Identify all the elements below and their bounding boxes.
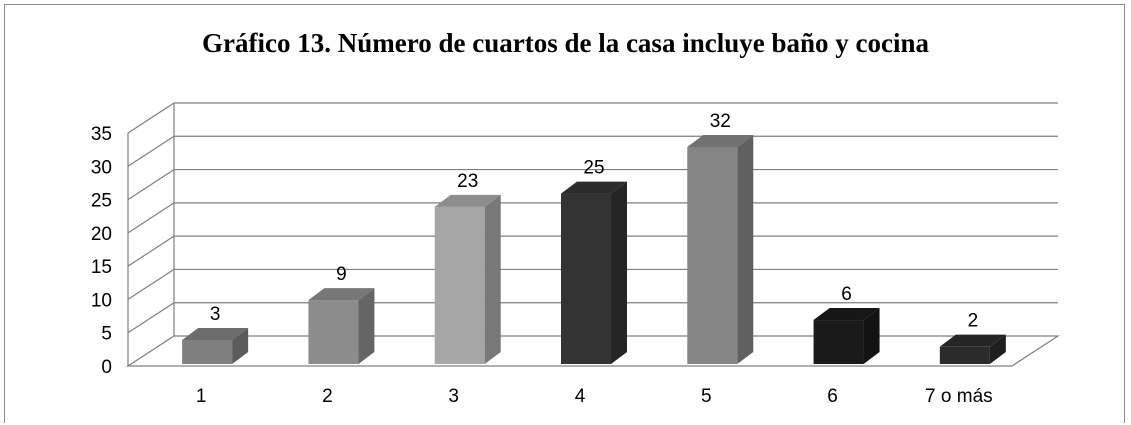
bar — [687, 134, 754, 364]
bar-front — [434, 206, 485, 364]
data-label: 2 — [968, 311, 979, 332]
bar — [813, 308, 880, 364]
bar-top — [813, 308, 880, 321]
bar-front — [308, 300, 359, 364]
chart-floor — [125, 335, 1061, 367]
bar-top — [434, 194, 501, 207]
y-tick-label: 35 — [91, 124, 112, 145]
bar-top — [561, 181, 627, 194]
bar — [182, 328, 249, 364]
data-label: 25 — [583, 158, 604, 179]
chart-title: Gráfico 13. Número de cuartos de la casa… — [202, 28, 929, 58]
bar-front — [561, 193, 611, 364]
bar-side — [611, 181, 627, 364]
bar — [434, 194, 501, 364]
y-tick-label: 25 — [91, 191, 112, 212]
data-label: 23 — [457, 171, 478, 192]
bar-side — [358, 288, 375, 364]
x-tick-label: 5 — [701, 386, 712, 407]
x-tick-label: 2 — [322, 386, 333, 407]
bar-side — [989, 334, 1006, 364]
x-tick-label: 7 o más — [925, 386, 993, 407]
bar-front — [687, 146, 738, 364]
gridline-side — [127, 302, 175, 334]
bar — [308, 288, 375, 364]
data-label: 32 — [710, 111, 731, 132]
gridline-side — [127, 235, 175, 267]
bar-top — [182, 328, 249, 341]
gridline-side — [127, 102, 175, 134]
gridline-side — [127, 169, 175, 201]
bar-side — [737, 134, 754, 364]
y-tick-label: 15 — [91, 257, 112, 278]
bar — [939, 334, 1006, 364]
y-tick-label: 10 — [91, 290, 112, 311]
gridline-side — [127, 202, 175, 234]
data-label: 6 — [841, 284, 852, 305]
data-label: 3 — [210, 304, 221, 325]
chart-frame — [4, 4, 1125, 423]
x-tick-label: 6 — [827, 386, 838, 407]
bar-front — [939, 346, 990, 364]
x-tick-label: 4 — [575, 386, 586, 407]
data-label: 9 — [336, 264, 347, 285]
y-tick-label: 30 — [91, 157, 112, 178]
y-tick-label: 20 — [91, 224, 112, 245]
x-tick-label: 1 — [196, 386, 207, 407]
bar — [561, 181, 627, 364]
gridline-side — [127, 135, 175, 167]
bar-top — [687, 134, 754, 147]
bar-side — [863, 308, 880, 364]
bar-top — [939, 334, 1006, 347]
x-tick-label: 3 — [448, 386, 459, 407]
gridline-side — [127, 268, 175, 300]
bar-front — [182, 340, 233, 364]
y-tick-label: 5 — [101, 324, 112, 345]
bar-top — [308, 288, 375, 301]
bar-side — [232, 328, 249, 364]
y-tick-label: 0 — [101, 357, 112, 378]
bar-front — [813, 320, 864, 364]
bar-side — [484, 194, 501, 364]
